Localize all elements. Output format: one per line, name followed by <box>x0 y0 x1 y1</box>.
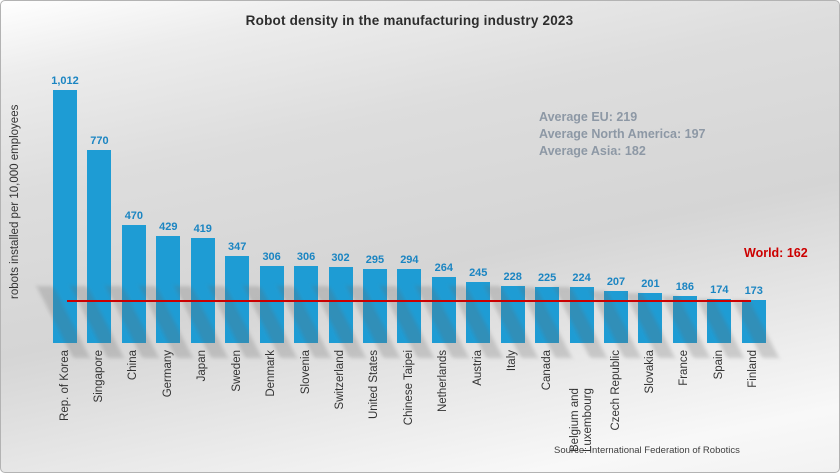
bar-value-label: 264 <box>434 262 453 274</box>
x-axis-label: Finland <box>747 350 760 388</box>
bar-value-label: 295 <box>365 254 385 266</box>
bar-value-label: 201 <box>641 278 660 290</box>
bar-value-label: 174 <box>710 284 729 296</box>
bar <box>259 266 284 343</box>
source-attribution: Source: International Federation of Robo… <box>554 445 740 456</box>
chart-column: 347 Sweden <box>225 71 250 392</box>
bar-value-label: 186 <box>675 281 695 293</box>
chart-column: 224 Belgium and Luxembourg <box>569 71 594 452</box>
bar <box>569 287 594 343</box>
bar-value-label: 1,012 <box>51 75 79 87</box>
bar-value-label: 429 <box>159 221 178 233</box>
chart-column: 245 Austria <box>466 71 491 386</box>
annotation-average-eu: Average EU: 219 <box>539 110 638 124</box>
bar <box>741 300 766 343</box>
chart-column: 295 United States <box>362 71 387 419</box>
annotation-average-north-america: Average North America: 197 <box>539 127 706 141</box>
chart-column: 228 Italy <box>500 71 525 371</box>
y-axis-label: robots installed per 10,000 employees <box>9 104 21 300</box>
bar-value-label: 228 <box>503 271 522 283</box>
bar-value-label: 225 <box>537 272 557 284</box>
chart-column: 770 Singapore <box>87 71 112 402</box>
bar <box>397 269 422 343</box>
bar-chart-plot-area: 1,012 Rep. of Korea 770 Singapore 470 China 42… <box>51 71 766 452</box>
bar <box>672 296 697 343</box>
bar <box>53 90 77 343</box>
chart-column: 294 Chinese Taipei <box>397 71 422 425</box>
bar-value-label: 245 <box>469 267 488 279</box>
bar-value-label: 470 <box>124 210 144 222</box>
chart-column: 429 Germany <box>156 71 181 397</box>
bar <box>87 150 112 343</box>
chart-column: 302 Switzerland <box>328 71 353 409</box>
world-reference-line <box>67 299 751 302</box>
chart-column: 201 Slovakia <box>638 71 663 393</box>
bar <box>294 266 319 343</box>
x-axis-label-wrap: Finland <box>712 350 796 388</box>
bar <box>328 267 353 343</box>
chart-column: 470 China <box>121 71 146 380</box>
bar-value-label: 347 <box>228 241 247 253</box>
chart-column: 264 Netherlands <box>431 71 456 412</box>
bar-value-label: 207 <box>606 276 626 288</box>
chart-column: 419 Japan <box>190 71 215 381</box>
bar-value-label: 306 <box>296 251 316 263</box>
bar-value-label: 302 <box>331 252 350 264</box>
bar-value-label: 770 <box>90 135 109 147</box>
chart-column: 306 Denmark <box>259 71 284 397</box>
chart-column: 207 Czech Republic <box>604 71 628 431</box>
chart-column: 173 Finland <box>741 71 766 388</box>
bar <box>500 286 525 343</box>
bar-value-label: 224 <box>572 272 591 284</box>
averages-annotation: Average EU: 219 Average North America: 1… <box>539 109 706 160</box>
bar <box>466 282 491 343</box>
chart-column: 1,012 Rep. of Korea <box>51 71 79 421</box>
annotation-average-asia: Average Asia: 182 <box>539 144 646 158</box>
bar-value-label: 173 <box>744 285 763 297</box>
bar-value-label: 419 <box>193 223 212 235</box>
bar-value-label: 306 <box>262 251 281 263</box>
bar-value-label: 294 <box>400 254 419 266</box>
chart-title: Robot density in the manufacturing indus… <box>245 13 574 28</box>
bar <box>362 269 387 343</box>
chart-column: 174 Spain <box>707 71 732 379</box>
world-reference-label: World: 162 <box>744 246 808 260</box>
bar <box>535 287 560 343</box>
chart-column: 306 Slovenia <box>294 71 319 394</box>
chart-column: 225 Canada <box>535 71 560 390</box>
chart-column: 186 France <box>672 71 697 386</box>
bar <box>707 299 732 343</box>
bar <box>121 225 146 343</box>
